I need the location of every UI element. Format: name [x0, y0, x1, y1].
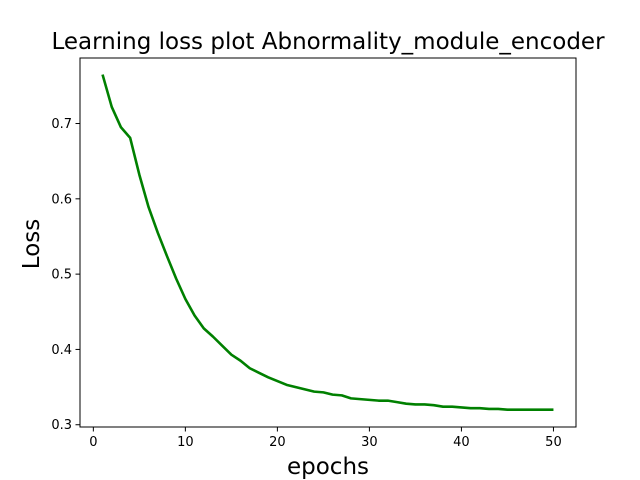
x-axis-label: epochs — [287, 454, 369, 480]
x-tick-label: 30 — [361, 435, 378, 450]
chart-title: Learning loss plot Abnormality_module_en… — [51, 29, 605, 55]
x-tick-label: 0 — [89, 435, 97, 450]
y-tick-label: 0.4 — [51, 343, 72, 358]
y-axis-label: Loss — [19, 219, 45, 269]
y-tick-label: 0.3 — [51, 418, 72, 433]
x-tick-label: 20 — [269, 435, 286, 450]
x-tick-label: 40 — [453, 435, 470, 450]
y-tick-label: 0.5 — [51, 268, 72, 283]
x-tick-label: 50 — [545, 435, 562, 450]
y-tick-label: 0.7 — [51, 117, 72, 132]
x-axis: 0 10 20 30 40 50 — [89, 427, 562, 450]
y-axis: 0.3 0.4 0.5 0.6 0.7 — [51, 117, 80, 433]
plot-area — [79, 57, 577, 428]
y-tick-label: 0.6 — [51, 192, 72, 207]
x-tick-label: 10 — [177, 435, 194, 450]
series-line-0 — [101, 74, 554, 411]
plot-frame — [79, 57, 577, 428]
